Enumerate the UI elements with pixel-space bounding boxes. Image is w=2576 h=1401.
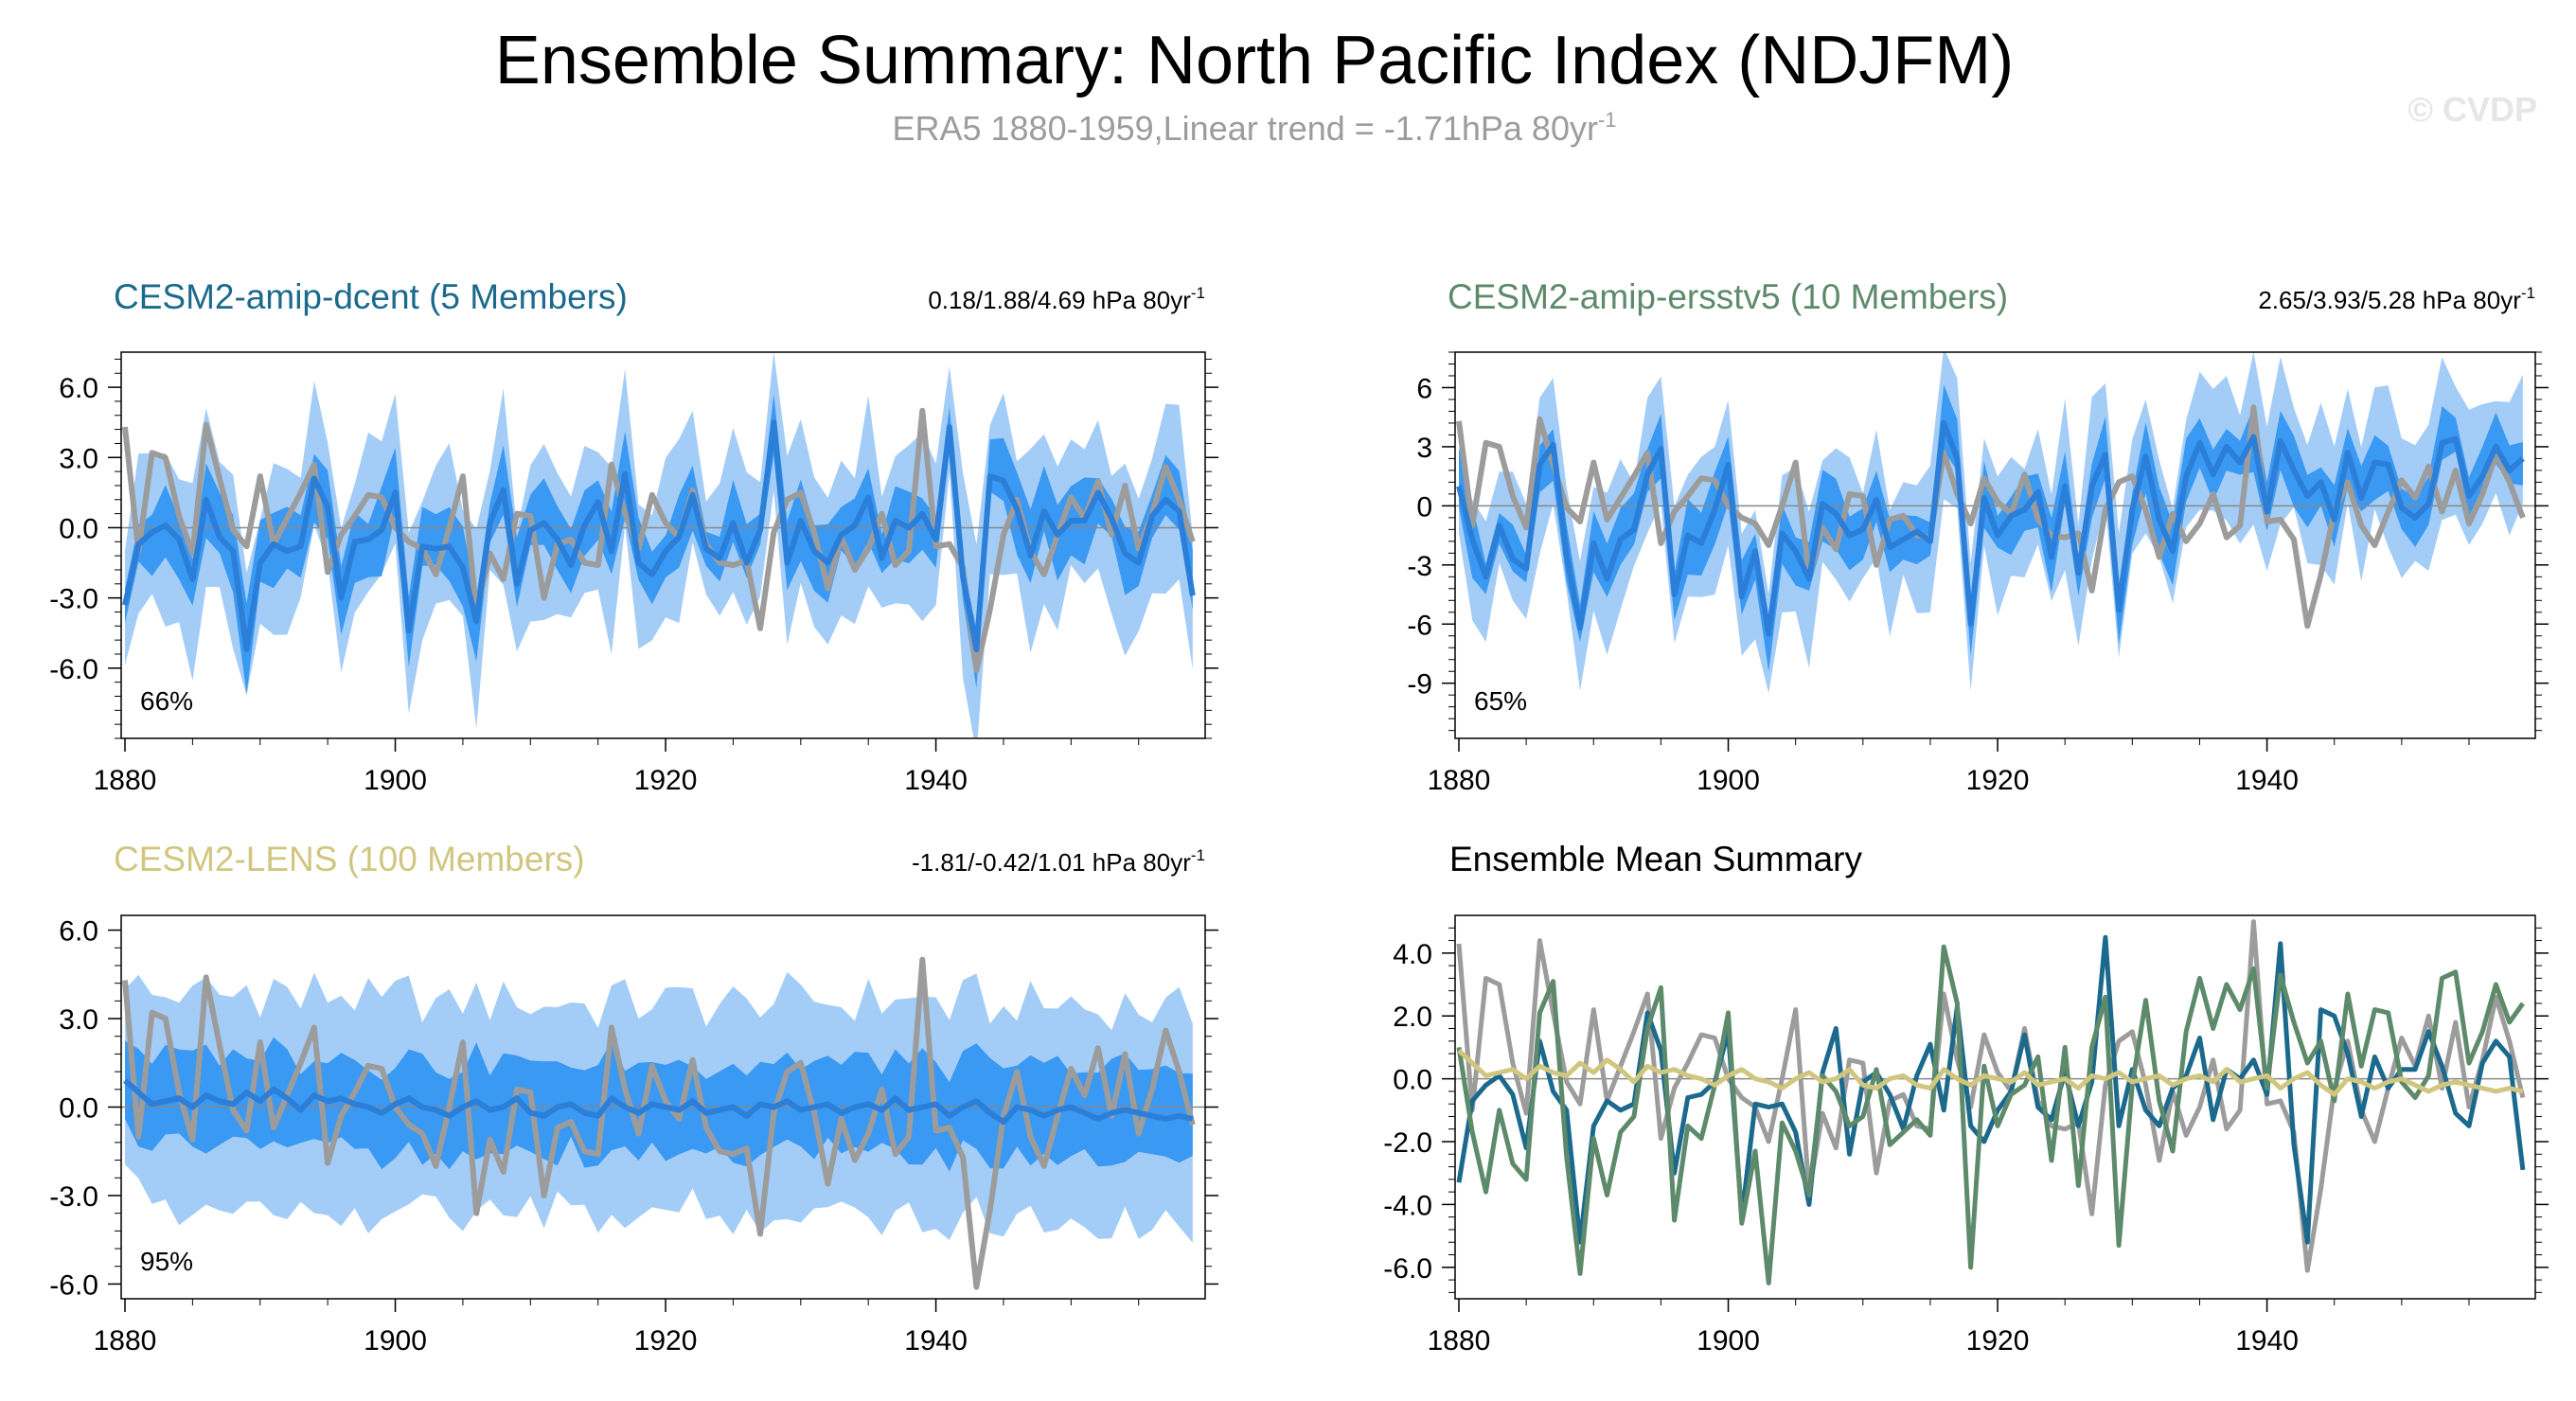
observed-series-line	[1456, 404, 2526, 630]
x-tick-label: 1940	[2235, 1325, 2299, 1357]
y-tick-label: -2.0	[1383, 1127, 1432, 1159]
x-tick-label: 1900	[364, 1325, 427, 1357]
ensemble-mean-line	[123, 1078, 1194, 1126]
x-tick-label: 1880	[94, 1325, 157, 1357]
panel-title: CESM2-LENS (100 Members)	[114, 840, 585, 878]
panel-trend-text: -1.81/-0.42/1.01 hPa 80yr-1	[912, 846, 1205, 877]
summary-series-line	[1456, 944, 2525, 1286]
panel-title: CESM2-amip-ersstv5 (10 Members)	[1448, 277, 2008, 316]
y-tick-label: 0.0	[1393, 1065, 1432, 1096]
trend-value: 2.65/3.93/5.28 hPa 80yr	[2258, 286, 2521, 314]
percent-label: 65%	[1474, 686, 1527, 716]
watermark: © CVDP	[2407, 90, 2537, 129]
y-tick-label: 2.0	[1393, 1002, 1432, 1033]
trend-value: 0.18/1.88/4.69 hPa 80yr	[928, 286, 1191, 314]
x-tick-label: 1900	[364, 765, 427, 796]
y-tick-label: 0	[1416, 491, 1432, 523]
x-tick-label: 1940	[904, 765, 968, 796]
figure-title: Ensemble Summary: North Pacific Index (N…	[495, 23, 2014, 98]
x-tick-label: 1940	[2235, 765, 2299, 796]
panel-cesm2-amip-dcent: -6.0 -3.0 0.0 3.0 6.0 1880 1900 1920 1940 CESM2-a…	[49, 277, 1218, 796]
y-tick-label: -4.0	[1383, 1190, 1432, 1221]
x-tick-label: 1940	[904, 1325, 968, 1357]
y-tick-label: -6.0	[49, 654, 98, 685]
plot-area	[1455, 352, 2535, 694]
y-tick-label: -6	[1407, 610, 1432, 641]
x-tick-label: 1920	[634, 1325, 698, 1357]
plot-frame	[120, 351, 1206, 739]
plot-area	[121, 956, 1205, 1290]
x-tick-label: 1880	[1428, 765, 1491, 796]
x-tick-label: 1920	[1966, 1325, 2030, 1357]
x-tick-label: 1880	[94, 765, 157, 796]
percent-label: 95%	[140, 1247, 193, 1276]
trend-superscript: -1	[2521, 284, 2535, 302]
panel-cesm2-amip-ersstv5: -9 -6 -3 0 3 6 1880 1900 1920 1940 CESM2-amip-erss…	[1407, 277, 2549, 796]
x-tick-label: 1900	[1697, 765, 1760, 796]
x-tick-label: 1920	[634, 765, 698, 796]
y-tick-label: 6	[1416, 373, 1432, 404]
plot-area	[1455, 919, 2535, 1286]
observed-series-line	[122, 956, 1196, 1290]
subtitle-superscript: -1	[1598, 108, 1617, 132]
y-tick-label: 0.0	[59, 513, 98, 544]
y-tick-label: 0.0	[59, 1093, 98, 1125]
ensemble-mean-line	[1456, 419, 2525, 637]
panel-trend-text: 0.18/1.88/4.69 hPa 80yr-1	[928, 284, 1205, 314]
trend-value: -1.81/-0.42/1.01 hPa 80yr	[912, 848, 1191, 877]
summary-series-line	[1457, 1048, 2524, 1097]
y-tick-label: 3	[1416, 433, 1432, 464]
trend-superscript: -1	[1191, 846, 1205, 864]
y-tick-label: 3.0	[59, 1004, 98, 1036]
figure-subtitle: ERA5 1880-1959,Linear trend = -1.71hPa 8…	[892, 108, 1616, 148]
panel-title: Ensemble Mean Summary	[1449, 840, 1862, 878]
percent-label: 66%	[140, 686, 193, 716]
y-tick-label: 4.0	[1393, 939, 1432, 970]
y-tick-label: 6.0	[59, 373, 98, 404]
y-tick-label: -6.0	[49, 1269, 98, 1301]
y-tick-label: -3	[1407, 551, 1432, 582]
plot-frame	[1454, 914, 2536, 1300]
subtitle-text: ERA5 1880-1959,Linear trend = -1.71hPa 8…	[892, 109, 1598, 148]
panel-cesm2-lens: -6.0 -3.0 0.0 3.0 6.0 1880 1900 1920 1940 CESM2-L…	[49, 840, 1218, 1357]
plot-area	[121, 352, 1205, 738]
x-tick-label: 1920	[1966, 765, 2030, 796]
ensemble-mean-line	[122, 419, 1196, 652]
panel-title: CESM2-amip-dcent (5 Members)	[114, 277, 628, 316]
y-tick-label: 6.0	[59, 916, 98, 948]
ensemble-inner-band	[125, 394, 1193, 695]
y-tick-label: -9	[1407, 669, 1432, 700]
x-tick-label: 1880	[1428, 1325, 1491, 1357]
trend-superscript: -1	[1191, 284, 1205, 302]
y-tick-label: -3.0	[49, 1181, 98, 1213]
panel-trend-text: 2.65/3.93/5.28 hPa 80yr-1	[2258, 284, 2535, 314]
y-tick-label: -3.0	[49, 584, 98, 615]
x-tick-label: 1900	[1697, 1325, 1760, 1357]
plot-frame	[1454, 351, 2536, 739]
y-tick-label: -6.0	[1383, 1253, 1432, 1285]
y-tick-label: 3.0	[59, 443, 98, 474]
panel-ensemble-mean-summary: -6.0 -4.0 -2.0 0.0 2.0 4.0 1880 1900 1920 1940 Ens…	[1383, 840, 2549, 1357]
